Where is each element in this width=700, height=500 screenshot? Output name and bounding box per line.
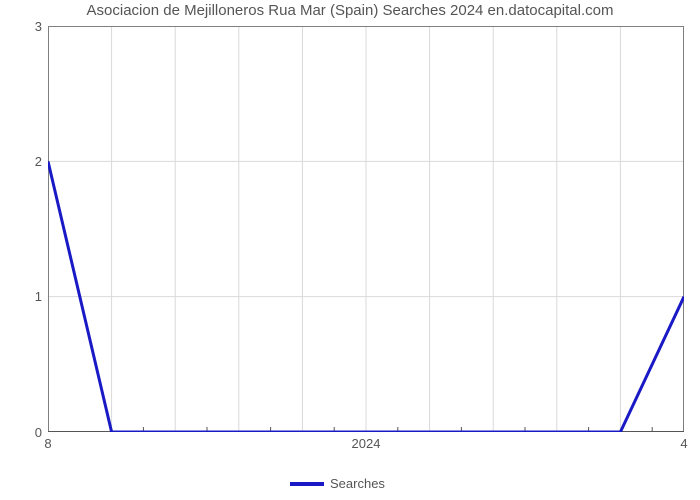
y-tick-label: 1	[12, 289, 42, 304]
legend-label: Searches	[330, 476, 385, 491]
x-tick-label-left: 8	[8, 436, 88, 451]
x-tick-label-center: 2024	[326, 436, 406, 451]
x-tick-label-right: 4	[644, 436, 700, 451]
y-tick-label: 2	[12, 154, 42, 169]
chart-container: Asociacion de Mejilloneros Rua Mar (Spai…	[0, 0, 700, 500]
legend-swatch	[290, 482, 324, 486]
chart-title: Asociacion de Mejilloneros Rua Mar (Spai…	[0, 2, 700, 19]
y-tick-label: 3	[12, 19, 42, 34]
legend: Searches	[290, 476, 385, 491]
plot-area	[48, 26, 684, 432]
plot-svg	[48, 26, 684, 432]
